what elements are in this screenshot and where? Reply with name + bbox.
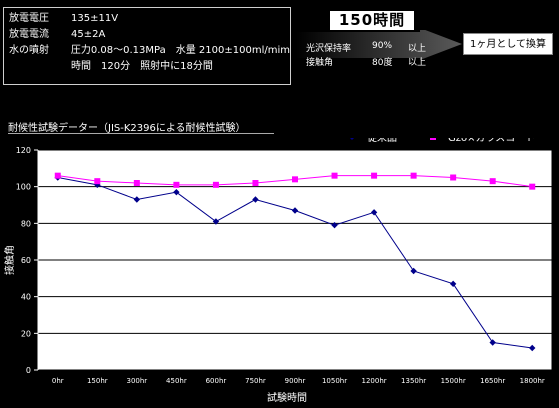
y-tick-label: 120	[16, 146, 31, 155]
spec-value: 水量 2100±100ml/mim	[175, 45, 290, 56]
data-point	[529, 344, 536, 352]
angle-suffix: 以上	[408, 58, 427, 68]
legend-label: 従来品	[367, 138, 397, 144]
data-point	[331, 221, 338, 229]
spec-box: 放電電圧 135±11V 放電電流 45±2A 水の噴射 圧力0.08〜0.13…	[3, 7, 291, 85]
y-tick-label: 20	[21, 329, 31, 338]
data-point	[252, 180, 259, 186]
y-tick-labels: 0 20 40 60 80 100 120	[16, 146, 31, 375]
x-axis-label: 試験時間	[267, 391, 307, 404]
data-point	[489, 339, 496, 346]
x-tick-label: 750hr	[245, 377, 266, 385]
y-tick-label: 100	[16, 183, 31, 192]
x-tick-label: 1500hr	[441, 377, 466, 385]
spec-label: 放電電圧	[9, 13, 49, 24]
spec-row-current: 放電電流 45±2A	[9, 27, 290, 43]
x-tick-label: 300hr	[127, 377, 148, 385]
data-point	[410, 172, 417, 179]
data-point	[370, 209, 378, 216]
spec-label: 放電電流	[9, 29, 49, 40]
legend-marker	[430, 138, 436, 140]
legend-label: Gzo×ガラスコート	[448, 138, 535, 144]
data-point	[331, 172, 338, 179]
spec-label: 水の噴射	[9, 45, 49, 56]
data-point	[94, 178, 101, 185]
legend-marker	[350, 138, 354, 140]
spec-row-water: 水の噴射 圧力0.08〜0.13MPa 水量 2100±100ml/mim	[9, 43, 290, 59]
data-point	[489, 178, 496, 185]
x-tick-label: 0hr	[52, 377, 64, 385]
legend: 従来品 Gzo×ガラスコート	[350, 138, 535, 144]
spec-value: 45±2A	[71, 29, 106, 40]
grid-layer	[34, 149, 553, 371]
spec-value: 圧力0.08〜0.13MPa	[70, 45, 166, 56]
series-layer	[54, 172, 536, 352]
arrow-shape	[296, 30, 462, 60]
gloss-label: 光沢保持率	[306, 44, 352, 54]
data-point	[54, 172, 61, 179]
summary-arrow	[296, 30, 462, 60]
data-point	[371, 172, 378, 179]
hours-badge: 150時間	[330, 11, 414, 30]
spec-row-time: 時間 120分 照射中に18分間	[9, 59, 290, 75]
angle-label: 接触角	[306, 58, 334, 68]
data-point	[410, 267, 417, 275]
data-point	[252, 196, 259, 203]
x-tick-label: 450hr	[166, 377, 187, 385]
x-tick-label: 600hr	[206, 377, 227, 385]
data-point	[450, 174, 457, 181]
y-tick-label: 0	[26, 366, 31, 375]
y-tick-label: 60	[21, 256, 31, 265]
data-point	[212, 181, 219, 188]
x-tick-label: 1050hr	[322, 377, 347, 385]
data-point	[133, 180, 140, 186]
x-tick-label: 150hr	[87, 377, 108, 385]
y-tick-label: 80	[21, 219, 31, 228]
weathering-chart: 0 20 40 60 80 100 120 0hr 150hr 300hr 450hr 600hr 7…	[3, 138, 553, 404]
data-point	[449, 280, 457, 288]
spec-value: 135±11V	[71, 13, 119, 24]
angle-value: 80度	[372, 58, 393, 68]
x-tick-label: 1800hr	[520, 377, 545, 385]
y-axis-label: 接触角	[3, 245, 16, 275]
x-tick-label: 900hr	[285, 377, 306, 385]
x-tick-label: 1200hr	[362, 377, 387, 385]
x-tick-label: 1350hr	[401, 377, 426, 385]
spec-value: 照射中に18分間	[140, 61, 213, 72]
data-point	[529, 183, 536, 190]
data-point	[94, 181, 101, 189]
spec-value: 時間 120分	[71, 61, 131, 72]
x-tick-labels: 0hr 150hr 300hr 450hr 600hr 750hr 900hr 1050hr 1…	[52, 377, 545, 385]
title-underline	[8, 133, 274, 134]
data-point	[173, 181, 180, 188]
gloss-suffix: 以上	[408, 44, 427, 54]
data-point	[292, 176, 298, 183]
spec-row-voltage: 放電電圧 135±11V	[9, 11, 290, 27]
gloss-value: 90%	[372, 41, 393, 51]
result-box: 1ヶ月として換算	[463, 33, 553, 55]
chart-title: 耐候性試験データー（JIS-K2396による耐候性試験）	[8, 123, 246, 134]
x-tick-label: 1650hr	[480, 377, 505, 385]
data-point	[212, 218, 220, 225]
y-tick-label: 40	[21, 293, 31, 302]
data-point	[173, 188, 180, 196]
